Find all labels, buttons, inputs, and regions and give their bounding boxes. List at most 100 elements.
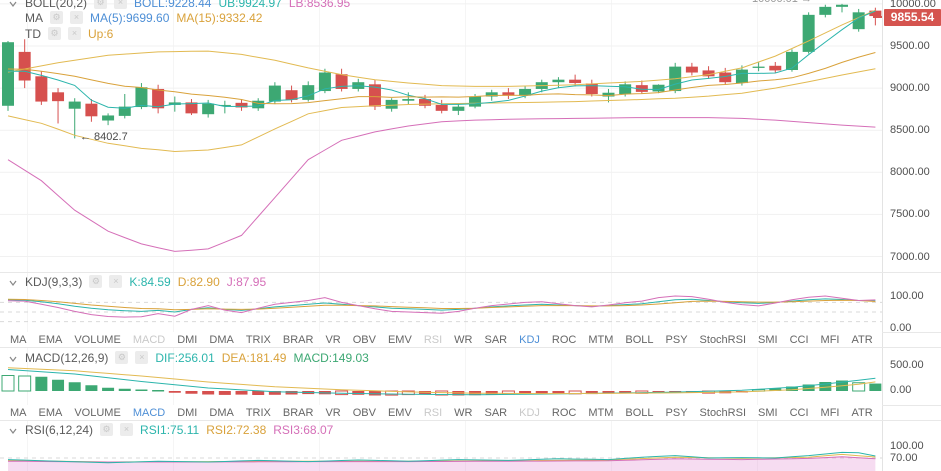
boll-ub-value: UB:9924.97 [218, 0, 282, 10]
gear-icon[interactable]: ⚙ [48, 27, 61, 40]
indicator-tab-dma[interactable]: DMA [209, 406, 234, 419]
ma5-value: MA(5):9699.60 [90, 10, 170, 25]
td-value: Up:6 [88, 26, 114, 41]
gear-icon[interactable]: ⚙ [89, 275, 103, 288]
macd-canvas[interactable] [0, 347, 882, 405]
kdj-d-value: D:82.90 [177, 274, 220, 289]
indicator-tab-obv[interactable]: OBV [352, 406, 376, 419]
indicator-tab-macd[interactable]: MACD [132, 406, 166, 419]
indicator-tab-kdj[interactable]: KDJ [519, 406, 540, 419]
vertical-gridline [465, 0, 466, 471]
indicator-tab-brar[interactable]: BRAR [282, 333, 314, 346]
indicator-tab-smi[interactable]: SMI [758, 406, 778, 419]
indicator-tab-stochrsi[interactable]: StochRSI [699, 333, 747, 346]
vertical-gridline [319, 0, 320, 471]
indicator-tab-rsi[interactable]: RSI [423, 406, 443, 419]
indicator-tab-kdj[interactable]: KDJ [519, 333, 540, 346]
ma-legend-title: MA [25, 10, 43, 25]
panel-divider [0, 272, 941, 273]
close-icon[interactable]: × [114, 0, 128, 9]
axis-label: 7000.00 [890, 250, 930, 263]
indicator-tab-boll[interactable]: BOLL [625, 406, 654, 419]
indicator-tab-boll[interactable]: BOLL [625, 333, 654, 346]
rsi1-value: RSI1:75.11 [140, 422, 200, 437]
indicator-tab-cci[interactable]: CCI [789, 333, 809, 346]
indicator-tab-wr[interactable]: WR [454, 406, 473, 419]
axis-label: 500.00 [890, 359, 924, 371]
gear-icon[interactable]: ⚙ [94, 0, 108, 9]
close-icon[interactable]: × [120, 423, 134, 436]
panel-divider [0, 347, 941, 348]
chevron-down-icon[interactable] [8, 0, 18, 8]
rsi-panel-header: RSI(6,12,24) ⚙ × RSI1:75.11 RSI2:72.38 R… [8, 422, 333, 437]
chevron-down-icon[interactable] [8, 353, 18, 363]
indicator-tab-mtm[interactable]: MTM [588, 406, 614, 419]
indicator-tab-emv[interactable]: EMV [387, 406, 412, 419]
indicator-tab-atr[interactable]: ATR [851, 333, 873, 346]
indicator-tabbar-1: MA EMA VOLUME MACD DMI DMA TRIX BRAR VR OBV EMV RSI… [0, 332, 882, 347]
indicator-tab-ema[interactable]: EMA [38, 406, 63, 419]
indicator-tab-obv[interactable]: OBV [352, 333, 376, 346]
indicator-tab-vr[interactable]: VR [325, 333, 341, 346]
kdj-canvas[interactable] [0, 272, 882, 332]
close-icon[interactable]: × [109, 275, 123, 288]
axis-label: 9000.00 [890, 82, 930, 95]
rsi-canvas[interactable] [0, 420, 882, 471]
vertical-gridline [611, 0, 612, 471]
axis-label: 10000.00 [890, 0, 936, 10]
vertical-gridline [757, 0, 758, 471]
chevron-down-icon[interactable] [8, 277, 18, 287]
indicator-tab-stochrsi[interactable]: StochRSI [699, 406, 747, 419]
close-icon[interactable]: × [135, 351, 149, 364]
indicator-tab-roc[interactable]: ROC [551, 406, 577, 419]
kdj-k-value: K:84.59 [129, 274, 171, 289]
indicator-tab-psy[interactable]: PSY [665, 406, 688, 419]
indicator-tab-psy[interactable]: PSY [665, 333, 688, 346]
legend-row-ma: MA ⚙ × MA(5):9699.60 MA(15):9332.42 [8, 10, 262, 25]
candlestick-canvas[interactable] [0, 0, 882, 272]
indicator-tab-dma[interactable]: DMA [209, 333, 234, 346]
kdj-panel-title: KDJ(9,3,3) [25, 274, 83, 289]
rsi-panel-title: RSI(6,12,24) [25, 422, 94, 437]
indicator-tab-smi[interactable]: SMI [758, 333, 778, 346]
close-icon[interactable]: × [70, 11, 83, 24]
indicator-tab-rsi[interactable]: RSI [423, 333, 443, 346]
indicator-tab-bbw[interactable]: BBW [879, 407, 882, 419]
indicator-tab-wr[interactable]: WR [454, 333, 473, 346]
axis-label: 100.00 [890, 440, 924, 452]
macd-macd-value: MACD:149.03 [293, 350, 369, 365]
indicator-tab-macd[interactable]: MACD [132, 333, 166, 346]
indicator-tab-roc[interactable]: ROC [551, 333, 577, 346]
indicator-tab-atr[interactable]: ATR [851, 406, 873, 419]
indicator-tab-ma[interactable]: MA [10, 333, 27, 346]
indicator-tab-emv[interactable]: EMV [387, 333, 412, 346]
macd-dea-value: DEA:181.49 [221, 350, 287, 365]
gear-icon[interactable]: ⚙ [50, 11, 63, 24]
indicator-tab-dmi[interactable]: DMI [177, 406, 198, 419]
indicator-tab-volume[interactable]: VOLUME [74, 333, 121, 346]
indicator-tab-mfi[interactable]: MFI [820, 333, 840, 346]
indicator-tab-cci[interactable]: CCI [789, 406, 809, 419]
indicator-tab-vr[interactable]: VR [325, 406, 341, 419]
gear-icon[interactable]: ⚙ [100, 423, 114, 436]
indicator-tab-brar[interactable]: BRAR [282, 406, 314, 419]
chevron-down-icon[interactable] [8, 425, 18, 435]
indicator-tab-ema[interactable]: EMA [38, 333, 63, 346]
boll-mid-value: BOLL:9228.44 [134, 0, 212, 10]
close-icon[interactable]: × [68, 27, 81, 40]
gear-icon[interactable]: ⚙ [115, 351, 129, 364]
legend-row-td: TD ⚙ × Up:6 [8, 26, 113, 41]
indicator-tab-trix[interactable]: TRIX [245, 406, 271, 419]
indicator-tab-mfi[interactable]: MFI [820, 406, 840, 419]
indicator-tab-volume[interactable]: VOLUME [74, 406, 121, 419]
indicator-tab-bbw[interactable]: BBW [879, 334, 882, 346]
indicator-tab-trix[interactable]: TRIX [245, 333, 271, 346]
indicator-tab-mtm[interactable]: MTM [588, 333, 614, 346]
indicator-tab-dmi[interactable]: DMI [177, 333, 198, 346]
indicator-tab-sar[interactable]: SAR [484, 333, 508, 346]
indicator-tab-ma[interactable]: MA [10, 406, 27, 419]
macd-dif-value: DIF:256.01 [155, 350, 215, 365]
low-price-annotation: ← 8402.7 [80, 131, 128, 143]
indicator-tab-sar[interactable]: SAR [484, 406, 508, 419]
